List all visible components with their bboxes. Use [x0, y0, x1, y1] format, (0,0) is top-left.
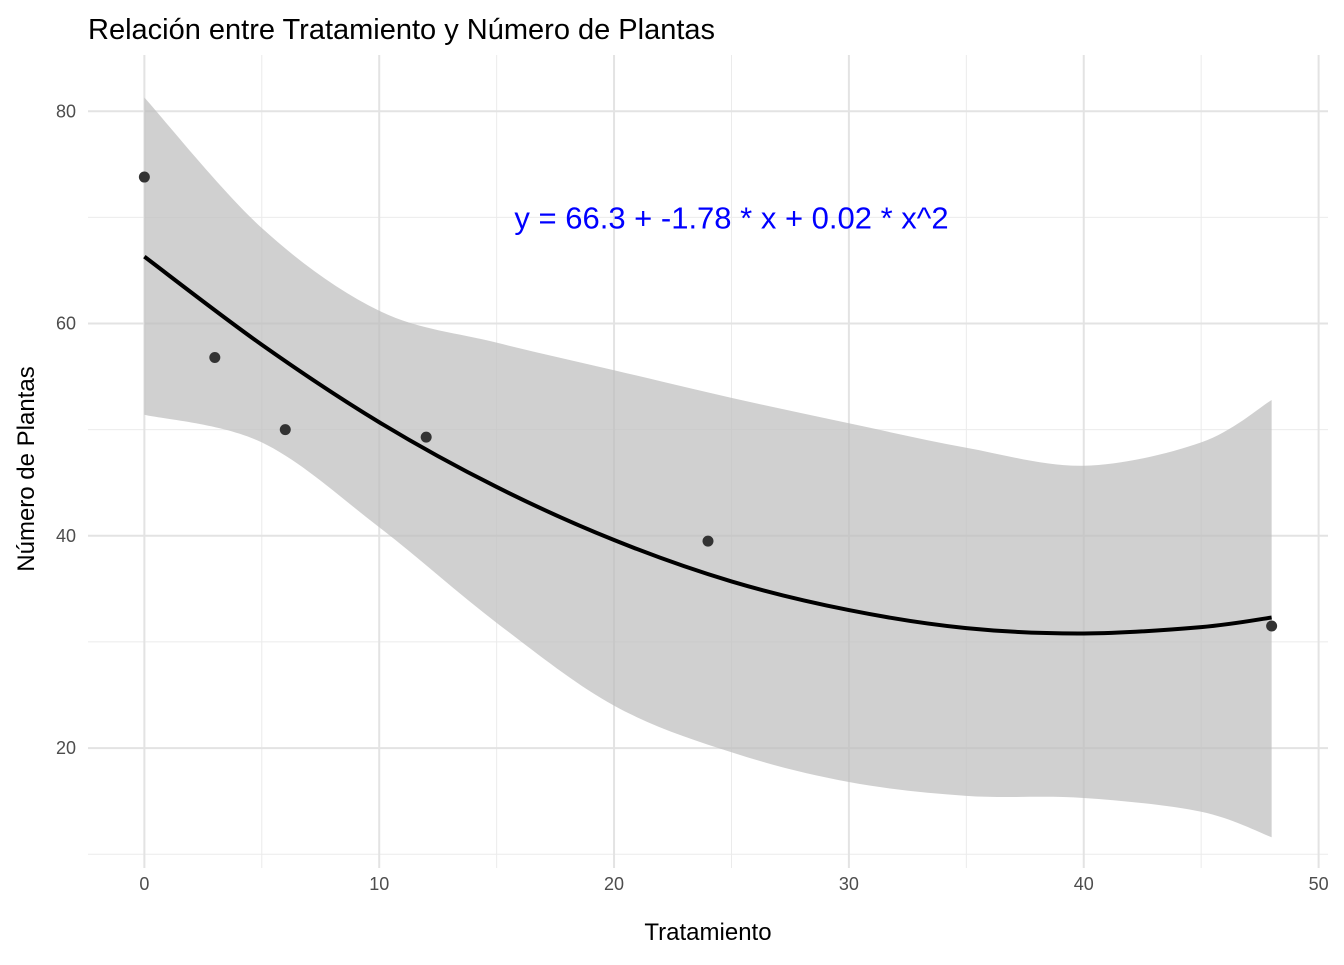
x-tick-label: 0 — [139, 874, 149, 894]
x-tick-label: 20 — [604, 874, 624, 894]
data-point — [420, 431, 432, 443]
x-tick-label: 40 — [1074, 874, 1094, 894]
data-points — [138, 171, 1278, 632]
x-tick-label: 30 — [839, 874, 859, 894]
y-tick-label: 20 — [56, 738, 76, 758]
y-tick-label: 80 — [56, 101, 76, 121]
data-point — [702, 535, 714, 547]
tick-labels: 0 10 20 30 40 50 20 40 60 80 — [56, 101, 1329, 894]
x-tick-label: 10 — [369, 874, 389, 894]
data-point — [1266, 620, 1278, 632]
y-tick-label: 60 — [56, 314, 76, 334]
data-point — [138, 171, 150, 183]
fit-line — [143, 255, 1272, 636]
confidence-ribbon — [144, 97, 1272, 838]
equation-annotation: y = 66.3 + -1.78 * x + 0.02 * x^2 — [514, 200, 948, 235]
y-tick-label: 40 — [56, 526, 76, 546]
x-axis-label: Tratamiento — [644, 919, 771, 946]
data-point — [279, 424, 291, 436]
x-tick-label: 50 — [1309, 874, 1329, 894]
y-axis-label: Número de Plantas — [13, 366, 40, 571]
chart-title: Relación entre Tratamiento y Número de P… — [88, 14, 715, 46]
data-point — [209, 351, 221, 363]
